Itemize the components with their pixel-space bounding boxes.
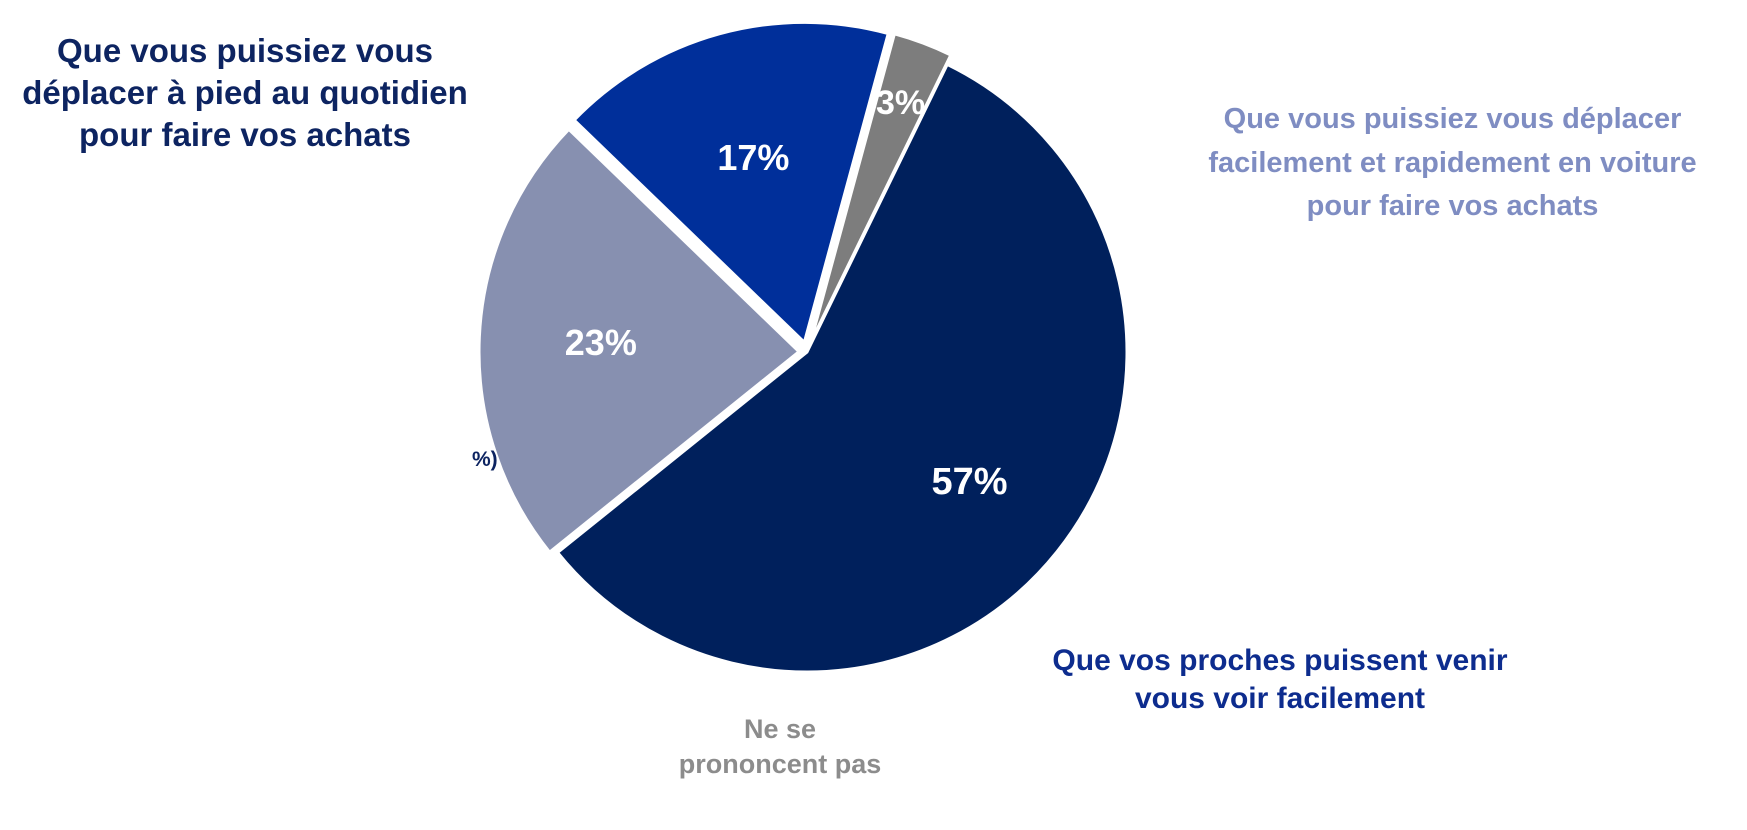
slice-label-line-no-opinion-2: prononcent pas [678,748,882,779]
pie-slices [477,20,1129,674]
slice-label-line-car-2: facilement et rapidement en voiture [1208,146,1697,179]
slice-label-line-car-1: Que vous puissiez vous déplacer [1223,103,1682,135]
slice-label-line-walk-1: Que vous puissiez vous [57,32,433,69]
slice-label-relatives: Que vos proches puissent venir vous voir … [1020,642,1540,719]
value-label-walk: 57% [932,461,1008,503]
slice-label-line-car-3: pour faire vos achats [1306,190,1599,222]
value-label-relatives: 17% [717,137,789,178]
slice-label-no-opinion: Ne se prononcent pas [640,712,920,781]
pie-slice-car [477,127,802,555]
value-label-no-opinion: 3% [876,84,925,122]
value-label-car: 23% [565,322,637,363]
slice-label-line-relatives-2: vous voir facilement [1134,682,1426,716]
slice-label-line-relatives-1: Que vos proches puissent venir [1052,644,1508,677]
slice-label-walk: Que vous puissiez vous déplacer à pied au… [0,30,490,157]
pie-slice-walk [555,62,1129,674]
pie-slice-no-opinion [809,31,953,344]
slice-label-line-no-opinion-1: Ne se [743,714,817,744]
slice-label-line-walk-2: déplacer à pied au quotidien [22,74,468,112]
pie-slice-relatives [572,20,891,346]
slice-label-line-walk-3: pour faire vos achats [79,116,411,154]
pie-value-labels: 57% 23% 17% 3% [565,84,1008,503]
slice-label-car: Que vous puissiez vous déplacer facilemen… [1170,98,1735,229]
stray-label-fragment: %) [472,448,498,471]
